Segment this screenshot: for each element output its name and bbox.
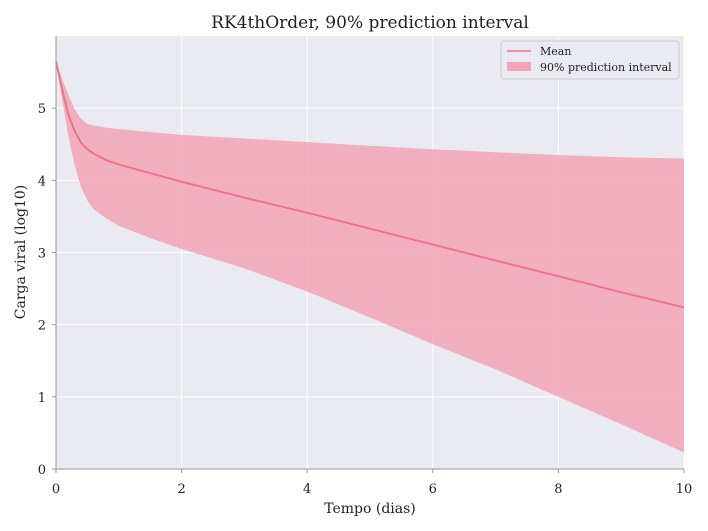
legend-band-swatch xyxy=(507,62,531,71)
y-axis-title: Carga viral (log10) xyxy=(13,185,29,319)
y-tick-label: 0 xyxy=(38,463,46,478)
x-tick-label: 8 xyxy=(554,482,562,497)
x-tick-label: 10 xyxy=(676,482,693,497)
x-tick-label: 4 xyxy=(303,482,311,497)
legend-mean-label: Mean xyxy=(540,45,571,58)
y-tick-label: 4 xyxy=(38,174,46,189)
legend-box xyxy=(500,40,680,80)
x-tick-label: 6 xyxy=(429,482,437,497)
prediction-interval-band xyxy=(56,61,684,453)
mean-line xyxy=(55,61,685,309)
y-tick-label: 2 xyxy=(38,319,46,334)
y-tick-label: 1 xyxy=(38,391,46,406)
ticks: 0 2 4 6 8 10 0 1 2 3 4 5 xyxy=(38,102,693,497)
x-tick-label: 0 xyxy=(52,482,60,497)
x-axis-title: Tempo (dias) xyxy=(324,501,416,517)
y-tick-label: 5 xyxy=(38,102,46,117)
chart-title: RK4thOrder, 90% prediction interval xyxy=(211,13,529,33)
y-tick-label: 3 xyxy=(38,247,46,262)
legend-band-label: 90% prediction interval xyxy=(540,61,672,74)
data-layer xyxy=(55,61,685,453)
x-tick-label: 2 xyxy=(177,482,185,497)
legend: Mean 90% prediction interval xyxy=(500,40,680,80)
